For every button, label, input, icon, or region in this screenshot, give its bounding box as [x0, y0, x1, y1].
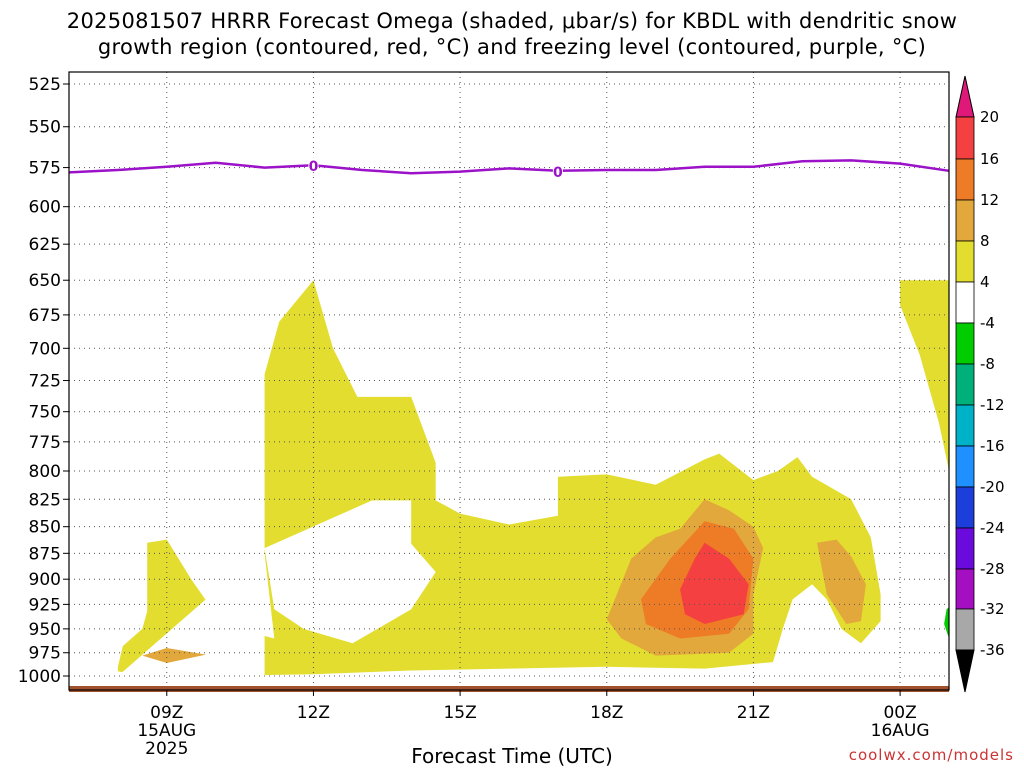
colorbar-label: 12 [980, 191, 999, 209]
omega-shade-8-left [142, 648, 206, 663]
freezing-level-line [68, 159, 950, 175]
colorbar-segment [955, 608, 975, 651]
colorbar-top-arrow [955, 75, 975, 118]
y-tick-label: 1000 [18, 667, 61, 687]
chart-title: 2025081507 HRRR Forecast Omega (shaded, … [0, 8, 1024, 60]
colorbar-segment [955, 322, 975, 365]
x-tick-label: 18Z [590, 703, 623, 723]
colorbar-segment [955, 240, 975, 283]
y-tick-label: 725 [29, 372, 61, 392]
title-line-2: growth region (contoured, red, °C) and f… [97, 35, 927, 59]
x-axis-label: Forecast Time (UTC) [411, 744, 613, 768]
y-tick-label: 575 [29, 159, 61, 179]
colorbar-label: -16 [980, 437, 1005, 455]
colorbar-label: -12 [980, 396, 1005, 414]
freezing-level-label-bg [308, 157, 319, 173]
colorbar-segment [955, 363, 975, 406]
y-tick-label: 975 [29, 644, 61, 664]
colorbar-label: -4 [980, 314, 995, 332]
colorbar-segment [955, 527, 975, 570]
x-tick-label: 09Z [150, 703, 183, 723]
x-tick-label: 2025 [145, 739, 188, 759]
colorbar-label: -32 [980, 600, 1005, 618]
credit-text: coolwx.com/models [848, 746, 1014, 764]
colorbar-label: -28 [980, 560, 1005, 578]
freezing-level-label-bg [552, 162, 563, 178]
colorbar-label: 20 [980, 108, 999, 126]
y-tick-label: 675 [29, 306, 61, 326]
y-tick-label: 750 [29, 403, 61, 423]
colorbar-segment [955, 158, 975, 201]
ground-strip [69, 686, 949, 692]
omega-shade-8-right [817, 539, 866, 624]
colorbar-label: -8 [980, 355, 995, 373]
omega-shade-neg4 [944, 607, 949, 639]
colorbar-label: 4 [980, 273, 990, 291]
omega-gap-left [117, 548, 265, 676]
x-tick-label: 16AUG [871, 721, 930, 741]
freezing-level-label: 0 [553, 165, 563, 181]
colorbar-label: -36 [980, 641, 1005, 659]
x-tick-label: 12Z [297, 703, 330, 723]
colorbar-segment [955, 116, 975, 160]
colorbar-label: 8 [980, 232, 990, 250]
y-tick-label: 700 [29, 339, 61, 359]
y-tick-label: 850 [29, 518, 61, 538]
colorbar-label: -20 [980, 478, 1005, 496]
y-tick-label: 650 [29, 271, 61, 291]
y-tick-label: 600 [29, 198, 61, 218]
omega-shade-4-right [900, 280, 949, 471]
x-tick-label: 15Z [443, 703, 476, 723]
colorbar-segment [955, 486, 975, 529]
omega-shade-16 [680, 542, 749, 624]
x-tick-label: 21Z [737, 703, 770, 723]
x-tick-label: 15AUG [137, 721, 196, 741]
colorbar-segment [955, 281, 975, 324]
y-tick-label: 875 [29, 544, 61, 564]
y-tick-label: 775 [29, 433, 61, 453]
y-tick-label: 900 [29, 570, 61, 590]
y-tick-label: 825 [29, 490, 61, 510]
y-tick-label: 925 [29, 595, 61, 615]
y-tick-label: 800 [29, 462, 61, 482]
y-tick-label: 525 [29, 75, 61, 95]
colorbar-segment [955, 568, 975, 610]
colorbar-segment [955, 404, 975, 447]
title-line-1: 2025081507 HRRR Forecast Omega (shaded, … [66, 9, 958, 33]
freezing-level-label: 0 [309, 159, 319, 175]
colorbar-label: -24 [980, 519, 1005, 537]
x-tick-label: 00Z [883, 703, 916, 723]
y-tick-label: 950 [29, 620, 61, 640]
y-tick-label: 550 [29, 118, 61, 138]
colorbar-label: 16 [980, 150, 999, 168]
colorbar-segment [955, 445, 975, 488]
colorbar-bottom-arrow [955, 649, 975, 693]
colorbar-segment [955, 199, 975, 242]
y-tick-label: 625 [29, 235, 61, 255]
